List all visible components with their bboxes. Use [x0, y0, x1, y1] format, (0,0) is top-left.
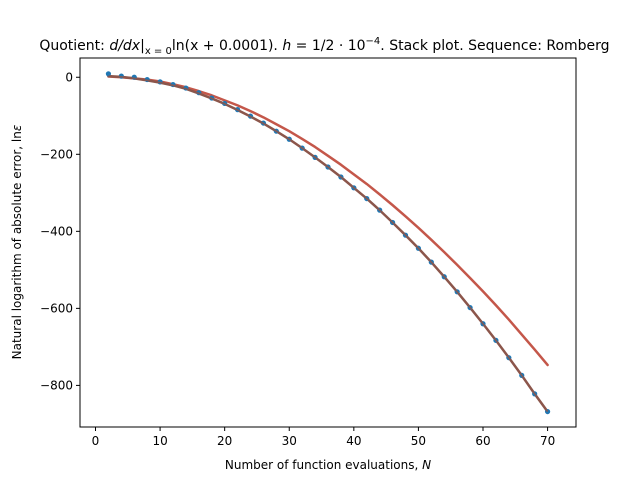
title-eval-subscript: x = 0 — [145, 46, 172, 57]
x-axis-label-var: N — [422, 458, 431, 472]
series-line-overlay — [108, 75, 549, 413]
title-derivative: d/dx — [109, 38, 140, 54]
series-layer — [105, 71, 551, 415]
x-tick-label: 40 — [346, 434, 361, 448]
title-step-value: = 1/2 · 10 — [291, 38, 365, 54]
y-tick-label: −800 — [40, 378, 73, 392]
x-tick-label: 10 — [152, 434, 167, 448]
plot-area — [79, 57, 577, 428]
title-tail: . Stack plot. Sequence: Romberg — [380, 38, 609, 54]
y-tick-label: −200 — [40, 147, 73, 161]
series-line-0 — [107, 75, 549, 367]
x-tick-label: 60 — [475, 434, 490, 448]
x-axis-label: Number of function evaluations, N — [225, 458, 431, 472]
y-axis-label: Natural logarithm of absolute error, lnε — [10, 124, 24, 359]
y-axis-label-var: ε — [10, 124, 24, 131]
x-tick-label: 30 — [282, 434, 297, 448]
title-step-exponent: −4 — [366, 36, 381, 47]
y-axis-label-text: Natural logarithm of absolute error, ln — [10, 131, 24, 359]
y-tick-label: −600 — [40, 301, 73, 315]
title-step-label: h — [282, 38, 291, 54]
x-axis-label-text: Number of function evaluations, — [225, 458, 422, 472]
title-expression: ln(x + 0.0001). — [172, 38, 283, 54]
x-tick-label: 70 — [540, 434, 555, 448]
y-tick-label: 0 — [65, 70, 73, 84]
title-lead: Quotient: — [39, 38, 109, 54]
x-tick-label: 0 — [92, 434, 100, 448]
x-axis-ticks: 0 10 20 30 40 50 60 70 — [92, 427, 555, 448]
y-tick-label: −400 — [40, 224, 73, 238]
data-point — [105, 71, 112, 77]
x-tick-label: 20 — [217, 434, 232, 448]
x-tick-label: 50 — [411, 434, 426, 448]
series-line-2 — [107, 74, 549, 413]
chart-title: Quotient: d/dx|x = 0ln(x + 0.0001). h = … — [17, 36, 623, 57]
axes-frame — [79, 57, 577, 428]
y-axis-ticks: 0 −200 −400 −600 −800 — [40, 70, 80, 392]
